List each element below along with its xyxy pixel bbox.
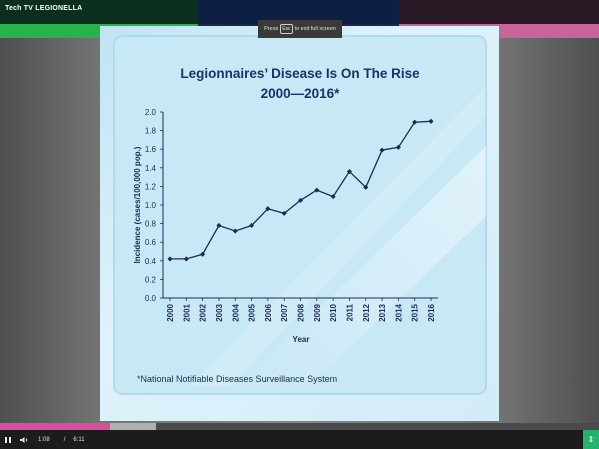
y-tick-label: 0.0	[145, 294, 157, 303]
data-point	[249, 222, 255, 229]
x-tick-label: 2003	[215, 303, 224, 321]
y-tick-label: 1.6	[145, 145, 157, 154]
hint-suffix: to exit full screen	[294, 26, 336, 32]
chart-title: Legionnaires’ Disease Is On The Rise	[180, 66, 420, 81]
chart-subtitle: 2000—2016*	[261, 86, 341, 101]
progress-track[interactable]	[0, 423, 599, 430]
x-tick-label: 2015	[411, 303, 420, 321]
player-controls: 1:08 / 6:11 ⇕	[0, 430, 599, 449]
x-tick-label: 2002	[199, 303, 208, 321]
x-tick-label: 2012	[362, 303, 371, 321]
x-tick-label: 2013	[378, 303, 387, 321]
hint-press: Press	[264, 26, 279, 32]
x-tick-label: 2011	[345, 303, 354, 321]
x-tick-label: 2008	[297, 303, 306, 321]
volume-icon	[19, 436, 27, 443]
y-tick-label: 1.8	[145, 127, 157, 136]
fullscreen-exit-hint: Press Esc to exit full screen	[258, 20, 342, 38]
progress-fill	[0, 423, 110, 430]
esc-key-badge: Esc	[280, 24, 293, 34]
time-separator: /	[63, 436, 66, 443]
light-beam-decoration	[240, 146, 486, 386]
data-point	[216, 222, 222, 229]
fullscreen-toggle-button[interactable]: ⇕	[583, 430, 599, 449]
x-axis-label: Year	[293, 335, 310, 344]
data-point	[265, 206, 271, 212]
data-point	[330, 194, 336, 200]
x-tick-label: 2014	[394, 303, 403, 321]
app-title: Tech TV LEGIONELLA	[5, 5, 83, 12]
x-tick-label: 2016	[427, 303, 436, 321]
top-bar-segment	[0, 0, 198, 24]
current-time: 1:08	[38, 436, 50, 443]
top-bar-segment	[399, 0, 599, 24]
fullscreen-toggle-icon: ⇕	[587, 435, 595, 444]
x-tick-label: 2009	[313, 303, 322, 321]
y-tick-label: 2.0	[145, 108, 157, 117]
x-tick-label: 2000	[166, 303, 175, 321]
data-point	[232, 228, 238, 234]
y-tick-label: 1.4	[145, 164, 157, 173]
y-tick-label: 0.2	[145, 275, 157, 284]
buffered-indicator	[84, 423, 156, 430]
y-axis-label: Incidence (cases/100,000 pop.)	[133, 146, 142, 263]
y-tick-label: 1.0	[145, 201, 157, 210]
slide: Legionnaires’ Disease Is On The Rise 200…	[100, 26, 499, 421]
incidence-line-chart: Legionnaires’ Disease Is On The Rise 200…	[113, 35, 487, 395]
volume-button[interactable]	[16, 430, 32, 449]
y-tick-label: 1.2	[145, 182, 157, 191]
duration: 6:11	[73, 436, 85, 443]
x-tick-label: 2001	[182, 303, 191, 321]
x-tick-label: 2006	[264, 303, 273, 321]
data-point	[363, 184, 369, 190]
data-point	[200, 251, 206, 257]
pause-icon	[5, 436, 11, 443]
x-tick-label: 2005	[248, 303, 257, 321]
y-tick-label: 0.8	[145, 220, 157, 229]
data-point	[297, 197, 304, 203]
light-beam-decoration	[190, 86, 486, 386]
y-tick-label: 0.6	[145, 238, 157, 247]
pause-button[interactable]	[0, 430, 16, 449]
x-tick-label: 2007	[280, 303, 289, 321]
x-tick-label: 2010	[329, 303, 338, 321]
y-tick-label: 0.4	[145, 257, 157, 266]
chart-footnote: *National Notifiable Diseases Surveillan…	[137, 374, 338, 384]
data-point	[395, 144, 401, 150]
x-tick-label: 2004	[231, 303, 240, 321]
data-point	[346, 168, 352, 175]
top-bar	[0, 0, 599, 24]
